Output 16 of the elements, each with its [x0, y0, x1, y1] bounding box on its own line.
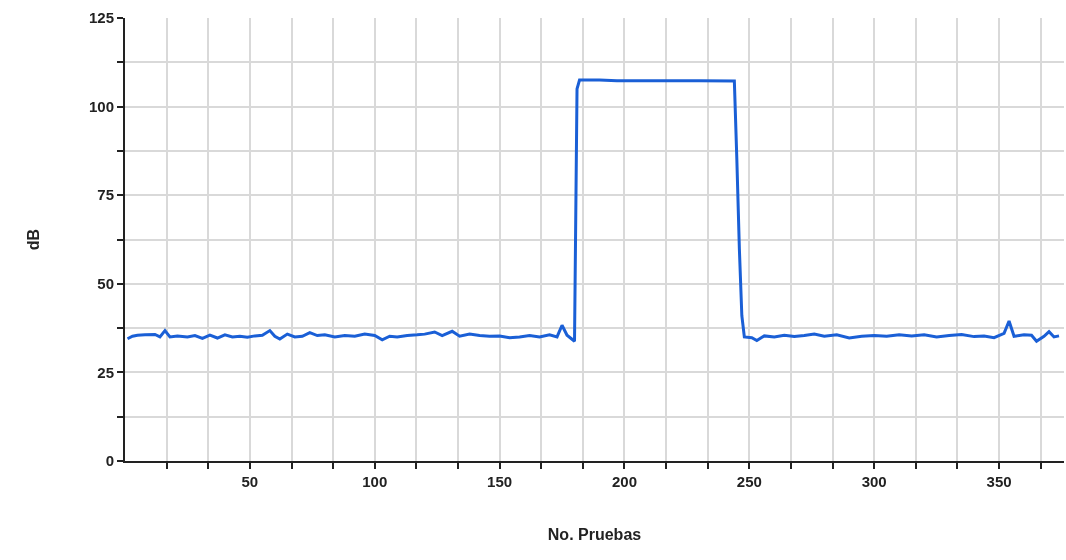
x-tick-label: 50: [241, 473, 259, 490]
y-tick-label: 75: [97, 186, 114, 204]
x-tick-label: 100: [362, 473, 388, 490]
y-tick-label: 0: [105, 452, 114, 470]
y-tick-label: 100: [88, 97, 114, 115]
line-series: [126, 78, 1061, 343]
y-axis-title: dB: [25, 228, 43, 251]
x-tick-label: 200: [611, 473, 637, 490]
x-tick-label: 350: [986, 473, 1012, 490]
x-axis-title: No. Pruebas: [547, 526, 642, 544]
y-tick-label: 25: [97, 363, 114, 381]
x-tick-label: 150: [487, 473, 513, 490]
x-tick-label: 300: [861, 473, 887, 490]
y-tick-label: 50: [97, 275, 114, 293]
y-tick-label: 125: [88, 9, 114, 27]
x-tick-label: 250: [736, 473, 762, 490]
